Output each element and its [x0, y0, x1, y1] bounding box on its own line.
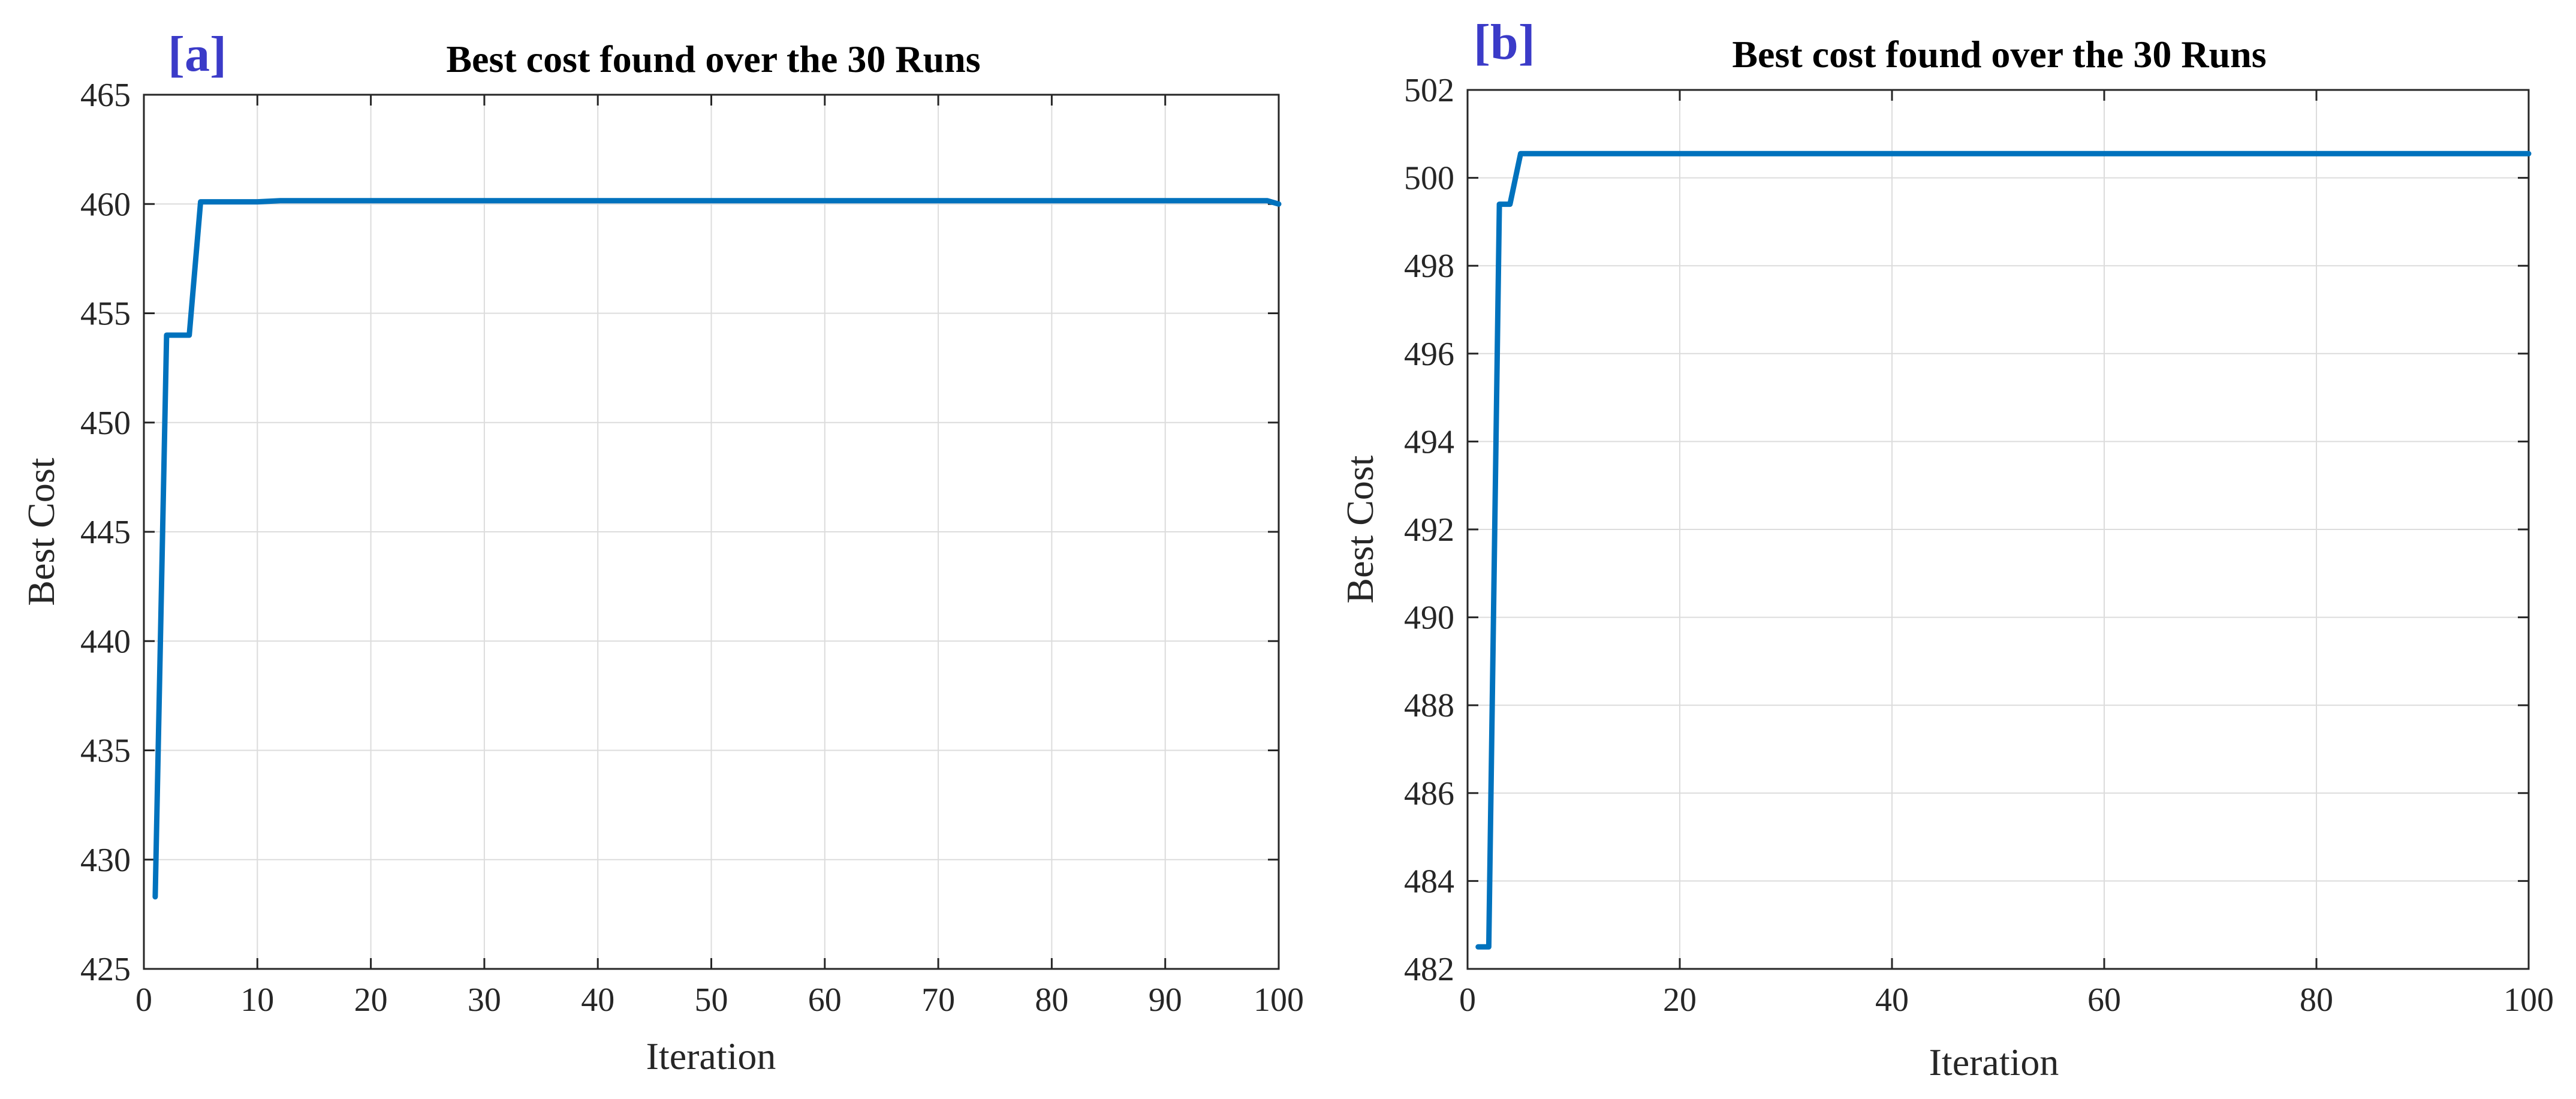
y-tick-label-a: 430	[80, 842, 131, 879]
chart-title-b: Best cost found over the 30 Runs	[1732, 33, 2266, 76]
y-tick-label-b: 486	[1404, 775, 1454, 812]
y-axis-label-a: Best Cost	[20, 457, 62, 606]
y-tick-label-a: 455	[80, 296, 131, 333]
y-tick-label-b: 496	[1404, 336, 1454, 373]
x-tick-label-a: 90	[1149, 981, 1182, 1019]
x-axis-label-a: Iteration	[646, 1035, 776, 1077]
y-tick-label-b: 494	[1404, 423, 1454, 460]
x-tick-label-a: 30	[468, 981, 501, 1019]
series-line-b	[1475, 150, 2532, 950]
x-tick-label-b: 60	[2087, 981, 2121, 1019]
x-tick-label-a: 60	[808, 981, 842, 1019]
y-tick-label-b: 500	[1404, 160, 1454, 197]
y-tick-label-a: 435	[80, 733, 131, 770]
x-tick-label-b: 20	[1663, 981, 1697, 1019]
x-tick-label-a: 80	[1035, 981, 1068, 1019]
y-tick-label-b: 482	[1404, 951, 1454, 988]
y-tick-label-b: 484	[1404, 863, 1454, 900]
y-tick-label-b: 492	[1404, 511, 1454, 549]
x-tick-label-b: 100	[2503, 981, 2554, 1019]
x-tick-label-b: 80	[2300, 981, 2333, 1019]
series-line-a	[152, 198, 1282, 900]
y-tick-label-a: 440	[80, 623, 131, 660]
x-tick-label-a: 70	[921, 981, 955, 1019]
x-tick-label-b: 0	[1459, 981, 1476, 1019]
y-tick-label-b: 488	[1404, 687, 1454, 724]
y-tick-label-a: 460	[80, 186, 131, 223]
y-tick-label-a: 450	[80, 405, 131, 442]
x-tick-label-a: 50	[695, 981, 728, 1019]
y-tick-label-b: 490	[1404, 600, 1454, 637]
panel-label-a: [a]	[168, 26, 227, 82]
y-axis-label-b: Best Cost	[1339, 455, 1381, 603]
x-tick-label-a: 100	[1254, 981, 1304, 1019]
panel-label-b: [b]	[1474, 14, 1535, 70]
y-tick-label-a: 445	[80, 514, 131, 551]
y-tick-label-b: 502	[1404, 72, 1454, 109]
y-tick-label-b: 498	[1404, 248, 1454, 285]
x-axis-label-b: Iteration	[1929, 1041, 2059, 1083]
y-tick-label-a: 465	[80, 77, 131, 114]
chart-panel-b: 0 20 40 60 80 100 482 484 486 488 490 492 494 496 498 5…	[1339, 14, 2554, 1083]
x-tick-label-a: 20	[354, 981, 388, 1019]
x-tick-label-b: 40	[1875, 981, 1909, 1019]
y-tick-label-a: 425	[80, 951, 131, 988]
x-tick-label-a: 0	[135, 981, 152, 1019]
x-tick-label-a: 10	[240, 981, 274, 1019]
chart-panel-a: 0 10 20 30 40 50 60 70 80 90 100 425 430 435 440 445 450…	[20, 26, 1304, 1077]
x-tick-label-a: 40	[581, 981, 614, 1019]
chart-title-a: Best cost found over the 30 Runs	[446, 38, 980, 80]
